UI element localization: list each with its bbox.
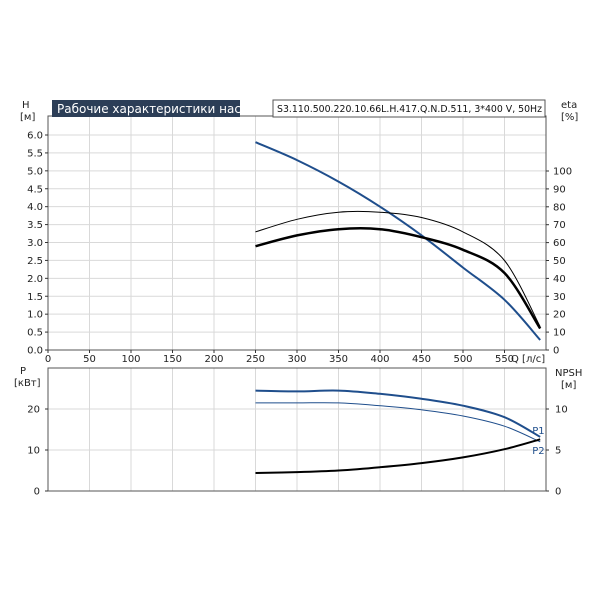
right-tick-label: 50 — [553, 256, 566, 267]
bottom-chart-frame — [47, 367, 547, 492]
efficiency-curve-total — [255, 227, 542, 330]
chart-title-box — [52, 100, 240, 117]
p1-curve — [255, 389, 541, 438]
bottom-right-tick-label: 10 — [555, 405, 568, 416]
top-chart-ticks: 0 50 100 150 200 250 300 350 400 450 500 5500.00.51… — [27, 131, 572, 366]
right-tick-label: 60 — [553, 238, 566, 249]
left-tick-label: 1.0 — [27, 310, 43, 321]
left-tick-label: 3.0 — [27, 238, 43, 249]
bottom-right-tick-label: 5 — [555, 446, 561, 457]
x-tick-label: 350 — [329, 354, 348, 365]
right-tick-label: 80 — [553, 202, 566, 213]
x-tick-label: 200 — [204, 354, 223, 365]
left-tick-label: 2.0 — [27, 274, 43, 285]
top-chart-series — [255, 141, 542, 341]
x-tick-label: 500 — [453, 354, 472, 365]
chart-title: Рабочие характеристики насоса — [57, 102, 262, 116]
top-right-axis-label: eta — [561, 100, 577, 111]
npsh-curve — [255, 438, 541, 474]
left-tick-label: 1.5 — [27, 292, 43, 303]
bottom-left-tick-label: 20 — [27, 405, 40, 416]
x-axis-label: Q [л/с] — [511, 354, 545, 365]
right-tick-label: 40 — [553, 274, 566, 285]
bottom-chart-ticks: 0 10 20 0 5 10 — [27, 405, 567, 498]
left-tick-label: 2.5 — [27, 256, 43, 267]
right-tick-label: 10 — [553, 328, 566, 339]
right-tick-label: 100 — [553, 167, 572, 178]
p1-label: P1 — [532, 426, 544, 437]
bottom-chart-series: P1 P2 — [255, 389, 545, 474]
model-box — [272, 99, 546, 118]
left-tick-label: 3.5 — [27, 220, 43, 231]
top-left-axis-label: H — [22, 100, 30, 111]
left-tick-label: 4.5 — [27, 184, 43, 195]
x-tick-label: 400 — [370, 354, 389, 365]
left-tick-label: 4.0 — [27, 202, 43, 213]
x-tick-label: 550 — [495, 354, 514, 365]
bottom-left-tick-label: 0 — [34, 487, 40, 498]
top-left-axis-unit: [м] — [20, 112, 35, 123]
efficiency-curve-pump — [255, 210, 541, 327]
bottom-left-axis-label: P — [20, 366, 26, 377]
head-curve — [255, 141, 541, 341]
x-tick-label: 50 — [83, 354, 96, 365]
left-tick-label: 5.0 — [27, 166, 43, 177]
x-tick-label: 100 — [121, 354, 140, 365]
left-tick-label: 6.0 — [27, 131, 43, 142]
top-right-axis-unit: [%] — [561, 112, 578, 123]
bottom-right-axis-unit: [м] — [561, 380, 576, 391]
right-tick-label: 90 — [553, 184, 566, 195]
x-tick-label: 250 — [246, 354, 265, 365]
right-tick-label: 30 — [553, 292, 566, 303]
left-tick-label: 5.5 — [27, 148, 43, 159]
left-tick-label: 0.5 — [27, 328, 43, 339]
bottom-left-tick-label: 10 — [27, 446, 40, 457]
x-tick-label: 0 — [45, 354, 51, 365]
x-tick-label: 300 — [287, 354, 306, 365]
right-tick-label: 70 — [553, 220, 566, 231]
x-tick-label: 450 — [412, 354, 431, 365]
p2-label: P2 — [532, 446, 544, 457]
top-chart-grid — [48, 116, 546, 350]
x-tick-label: 150 — [163, 354, 182, 365]
model-label: S3.110.500.220.10.66L.H.417.Q.N.D.511, 3… — [277, 104, 542, 115]
bottom-right-tick-label: 0 — [555, 487, 561, 498]
bottom-left-axis-unit: [кВт] — [14, 378, 41, 389]
bottom-chart: P [кВт] NPSH [м] 0 10 20 0 5 10 P1 P2 — [14, 366, 582, 498]
bottom-right-axis-label: NPSH — [555, 368, 582, 379]
right-tick-label: 20 — [553, 310, 566, 321]
p2-curve — [255, 402, 541, 443]
left-tick-label: 0.0 — [27, 346, 43, 357]
bottom-chart-grid — [48, 368, 546, 491]
right-tick-label: 0 — [553, 346, 559, 357]
top-chart: Рабочие характеристики насоса S3.110.500… — [20, 99, 578, 366]
